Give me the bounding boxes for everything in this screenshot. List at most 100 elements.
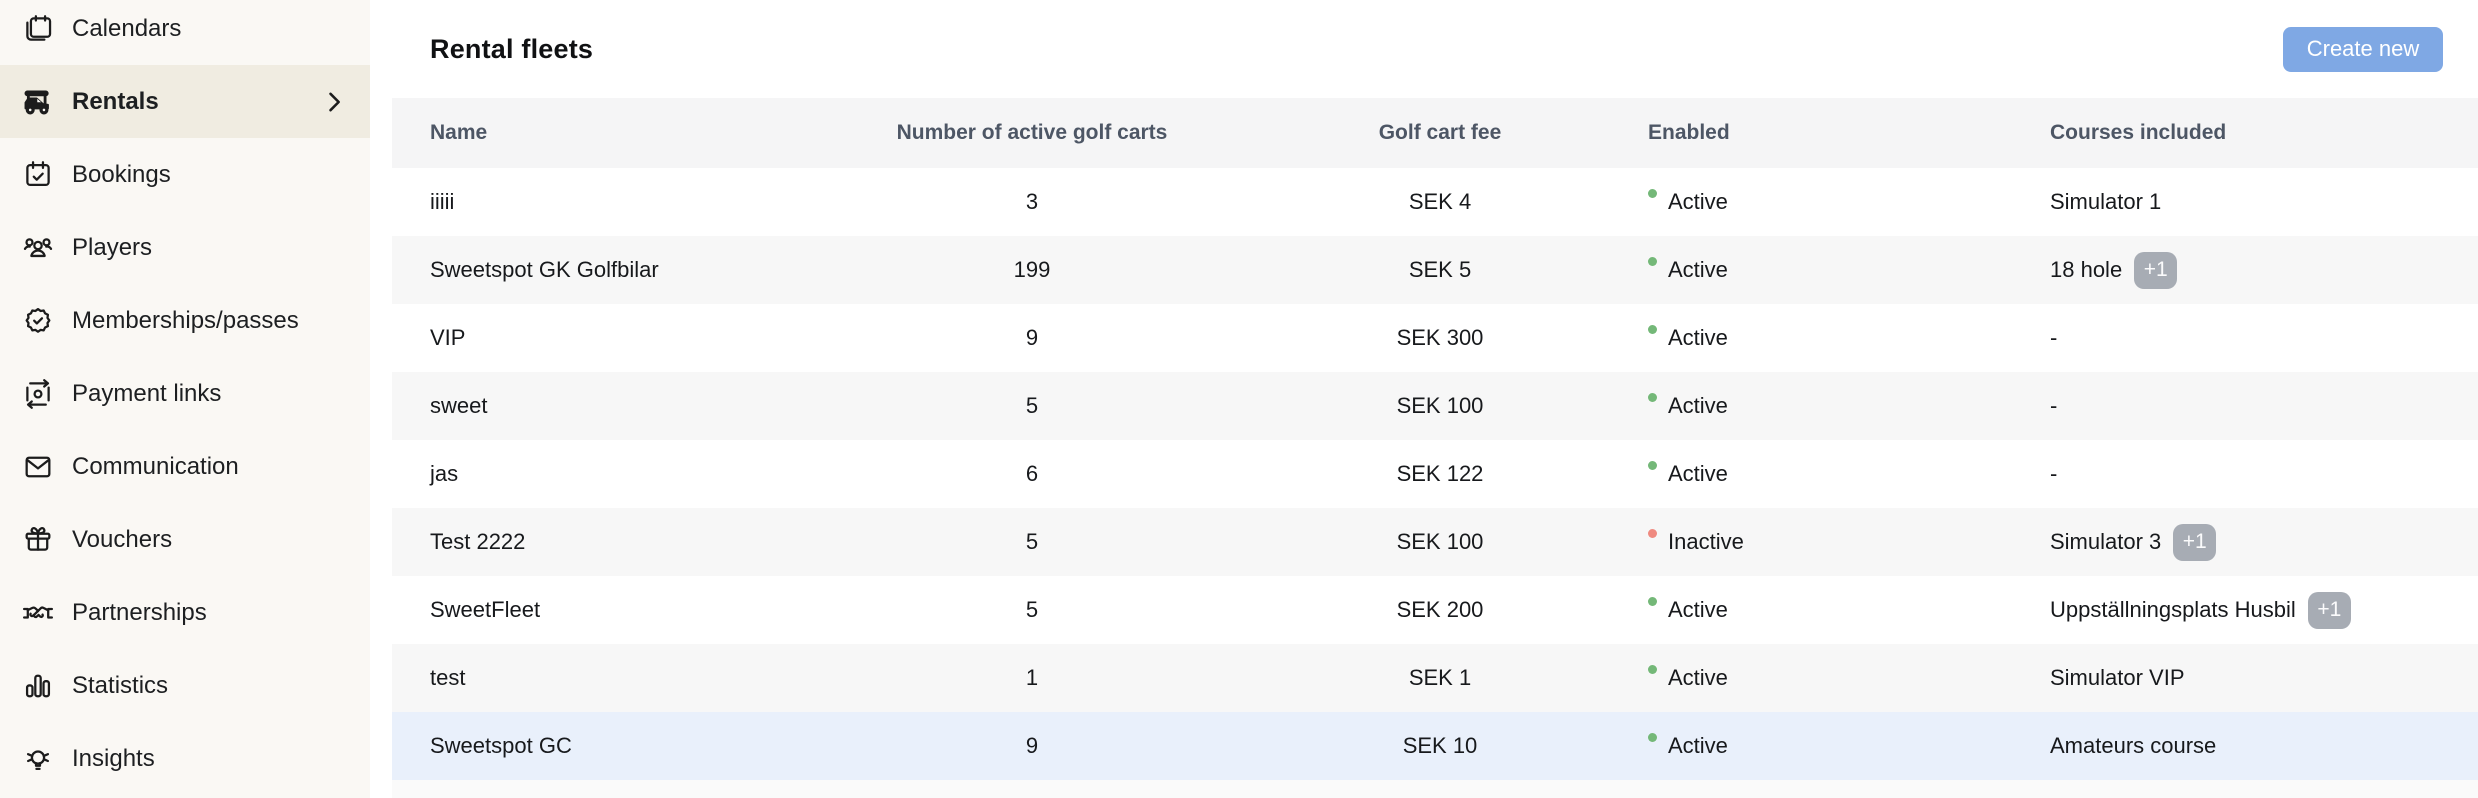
plus-count-badge[interactable]: +1 [2307, 591, 2351, 629]
fee-cell: SEK 100 [1260, 508, 1620, 576]
lightbulb-icon [20, 741, 56, 777]
name-cell: Sweetspot GK Golfbilar [392, 236, 852, 304]
enabled-cell: Active [1620, 168, 2022, 236]
column-header-enabled: Enabled [1648, 121, 1730, 144]
carts-count: 5 [1025, 597, 1039, 622]
row-spacer [1212, 508, 1260, 576]
sidebar-item-label: Statistics [72, 671, 169, 699]
sidebar-item-calendars[interactable]: Calendars [0, 0, 370, 65]
status-label: Active [1668, 597, 1728, 622]
enabled-cell: Active [1620, 372, 2022, 440]
carts-count: 199 [1013, 257, 1051, 282]
sidebar-item-label: Insights [72, 744, 155, 772]
gift-icon [20, 522, 56, 558]
courses-included: - [2050, 461, 2058, 486]
table-row[interactable]: sweet 5 SEK 100 Active - [392, 372, 2478, 440]
golf-cart-icon [20, 84, 56, 120]
carts-count-cell: 199 [852, 236, 1212, 304]
courses-cell: 18 hole +1 [2022, 236, 2478, 304]
row-spacer [1212, 576, 1260, 644]
table-row[interactable]: Sweetspot GK Golfbilar 199 SEK 5 Active 18 h… [392, 236, 2478, 304]
sidebar-item-rentals[interactable]: Rentals [0, 65, 370, 138]
table-row[interactable]: VIP 9 SEK 300 Active - [392, 304, 2478, 372]
sidebar-item-partnerships[interactable]: Partnerships [0, 576, 370, 649]
fleet-name: SweetFleet [430, 597, 541, 622]
name-cell: Sweetspot GC [392, 712, 852, 780]
fleet-name: VIP [430, 325, 466, 350]
name-cell: jas [392, 440, 852, 508]
courses-included: Simulator VIP [2050, 665, 2185, 690]
header-spacer [1212, 98, 1260, 168]
name-cell: Test 2222 [392, 508, 852, 576]
column-header-name: Name [430, 121, 488, 144]
table-row[interactable]: SweetFleet 5 SEK 200 Active Uppställningspla… [392, 576, 2478, 644]
sidebar-item-insights[interactable]: Insights [0, 722, 370, 795]
sidebar-item-label: Memberships/passes [72, 306, 299, 334]
sidebar-item-label: Partnerships [72, 598, 207, 626]
courses-cell: - [2022, 440, 2478, 508]
carts-count: 6 [1025, 461, 1039, 486]
status-label: Active [1668, 733, 1728, 758]
carts-count-cell: 5 [852, 576, 1212, 644]
status-label: Active [1668, 461, 1728, 486]
fleet-name: iiiii [430, 189, 455, 214]
carts-count-cell: 3 [852, 168, 1212, 236]
status-dot [1648, 392, 1657, 402]
courses-included: 18 hole [2050, 257, 2123, 282]
golf-cart-fee: SEK 5 [1408, 257, 1472, 282]
payment-icon [20, 376, 56, 412]
courses-included: - [2050, 325, 2058, 350]
name-cell: sweet [392, 372, 852, 440]
sidebar-item-players[interactable]: Players [0, 211, 370, 284]
sidebar-item-label: Calendars [72, 14, 182, 42]
status-dot [1648, 460, 1657, 470]
sidebar-item-label: Bookings [72, 160, 171, 188]
row-spacer [1212, 712, 1260, 780]
table-row[interactable]: test 1 SEK 1 Active Simulator VIP [392, 644, 2478, 712]
courses-cell: Uppställningsplats Husbil +1 [2022, 576, 2478, 644]
enabled-cell: Active [1620, 304, 2022, 372]
courses-included: Simulator 1 [2050, 189, 2162, 214]
fleet-name: Test 2222 [430, 529, 526, 554]
carts-count-cell: 9 [852, 712, 1212, 780]
name-cell: test [392, 644, 852, 712]
carts-count: 9 [1025, 325, 1039, 350]
table-row-partial [392, 780, 2478, 798]
column-header-number-of-active-golf-carts: Number of active golf carts [896, 121, 1168, 144]
courses-included: - [2050, 393, 2058, 418]
create-new-button[interactable]: Create new [2283, 26, 2443, 72]
courses-cell: - [2022, 372, 2478, 440]
enabled-cell: Active [1620, 576, 2022, 644]
enabled-cell: Active [1620, 644, 2022, 712]
carts-count-cell: 5 [852, 508, 1212, 576]
table-row[interactable]: iiiii 3 SEK 4 Active Simulator 1 [392, 168, 2478, 236]
golf-cart-fee: SEK 100 [1396, 529, 1484, 554]
sidebar-item-vouchers[interactable]: Vouchers [0, 503, 370, 576]
fee-cell: SEK 100 [1260, 372, 1620, 440]
sidebar-item-statistics[interactable]: Statistics [0, 649, 370, 722]
name-cell: VIP [392, 304, 852, 372]
plus-count-badge[interactable]: +1 [2134, 251, 2178, 289]
status-dot [1648, 324, 1657, 334]
table-row[interactable]: Sweetspot GC 9 SEK 10 Active Amateurs course [392, 712, 2478, 780]
sidebar-item-communication[interactable]: Communication [0, 430, 370, 503]
status-dot [1648, 256, 1657, 266]
golf-cart-fee: SEK 1 [1408, 665, 1472, 690]
golf-cart-fee: SEK 10 [1402, 733, 1478, 758]
sidebar-item-label: Players [72, 233, 153, 261]
sidebar-item-payment-links[interactable]: Payment links [0, 357, 370, 430]
plus-count-badge[interactable]: +1 [2173, 523, 2217, 561]
rental-fleets-table: Name Number of active golf carts Golf cart… [392, 98, 2478, 798]
badge-check-icon [20, 303, 56, 339]
sidebar-item-memberships-passes[interactable]: Memberships/passes [0, 284, 370, 357]
sidebar-item-bookings[interactable]: Bookings [0, 138, 370, 211]
table-row[interactable]: jas 6 SEK 122 Active - [392, 440, 2478, 508]
table-row[interactable]: Test 2222 5 SEK 100 Inactive Simulator 3 +1 [392, 508, 2478, 576]
calendar-check-icon [20, 157, 56, 193]
fee-cell: SEK 200 [1260, 576, 1620, 644]
enabled-cell: Active [1620, 712, 2022, 780]
status-dot [1648, 528, 1657, 538]
name-cell: SweetFleet [392, 576, 852, 644]
golf-cart-fee: SEK 200 [1396, 597, 1484, 622]
